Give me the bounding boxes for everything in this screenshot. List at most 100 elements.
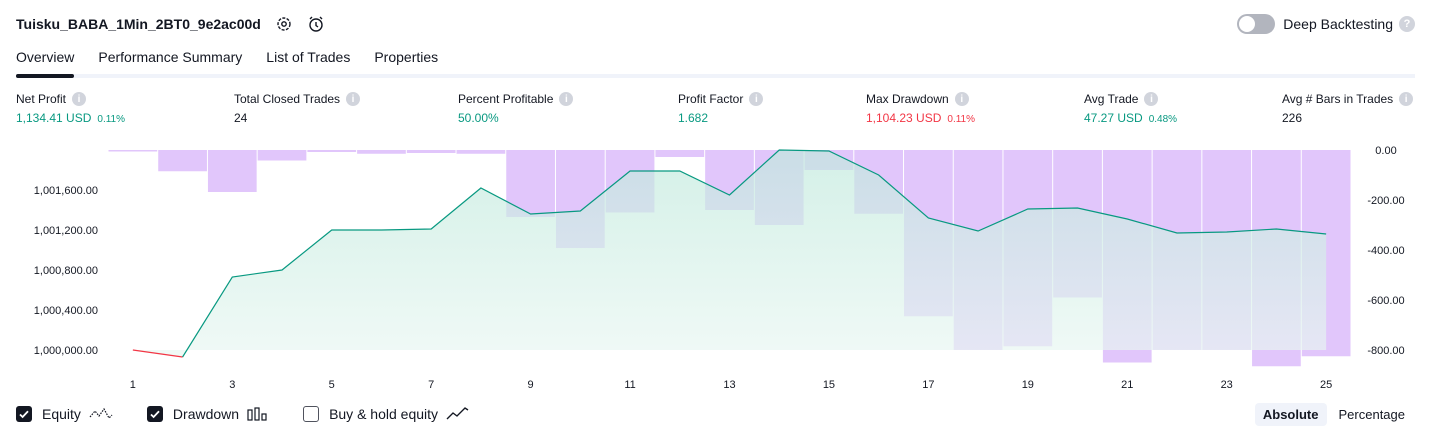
drawdown-bar — [207, 150, 257, 192]
metric-value: 24 — [234, 111, 248, 125]
metric-value: 1.682 — [678, 111, 709, 125]
x-tick-label: 9 — [528, 379, 534, 391]
tab-performance-summary[interactable]: Performance Summary — [98, 49, 243, 65]
drawdown-bar — [357, 150, 406, 154]
drawdown-bars-icon — [247, 407, 269, 421]
metric-label: Profit Factor — [678, 92, 744, 106]
equity-drawdown-chart[interactable]: 1,000,000.00 1,000,400.00 1,000,800.00 1,00… — [0, 140, 1431, 396]
y-axis-left: 1,000,000.00 1,000,400.00 1,000,800.00 1,00… — [34, 185, 98, 357]
info-icon[interactable]: i — [72, 92, 87, 106]
drawdown-bar — [108, 150, 158, 152]
metric-value: 1,104.23 USD — [866, 111, 942, 125]
metric-label: Avg # Bars in Trades — [1282, 92, 1394, 106]
x-tick-label: 5 — [329, 379, 335, 391]
display-mode-switch: Absolute Percentage — [1251, 402, 1413, 426]
y-right-tick-label: -200.00 — [1367, 195, 1404, 207]
legend-drawdown[interactable]: Drawdown — [146, 406, 269, 422]
y-right-tick-label: -800.00 — [1367, 345, 1404, 357]
metric-label: Net Profit — [16, 92, 67, 106]
x-tick-label: 23 — [1221, 379, 1233, 391]
x-tick-label: 19 — [1022, 379, 1034, 391]
mode-absolute[interactable]: Absolute — [1254, 402, 1327, 426]
metric-value: 47.27 USD — [1084, 111, 1143, 125]
metric-percent: 0.11% — [947, 114, 976, 125]
info-icon[interactable]: i — [559, 92, 574, 106]
info-icon[interactable]: i — [346, 92, 361, 106]
help-icon[interactable]: ? — [1399, 16, 1415, 32]
legend-label: Equity — [42, 406, 81, 422]
alarm-clock-icon[interactable] — [307, 15, 325, 33]
info-icon[interactable]: i — [1144, 92, 1159, 106]
drawdown-bar — [456, 150, 506, 154]
metric-label: Avg Trade — [1084, 92, 1139, 106]
equity-fill — [132, 150, 1327, 357]
checkbox-checked[interactable] — [16, 406, 32, 422]
equity-line-icon — [89, 407, 113, 421]
y-left-tick-label: 1,001,600.00 — [34, 185, 98, 197]
metric-profit-factor: Profit Factor i 1.682 — [678, 92, 764, 125]
strategy-title: Tuisku_BABA_1Min_2BT0_9e2ac00d — [16, 16, 261, 32]
checkbox-unchecked[interactable] — [303, 406, 320, 422]
metric-percent: 0.48% — [1148, 114, 1178, 125]
x-tick-label: 1 — [130, 379, 136, 391]
settings-icon[interactable] — [275, 15, 293, 33]
metric-value: 226 — [1282, 111, 1303, 125]
drawdown-bar — [655, 150, 705, 157]
legend-buy-hold-equity[interactable]: Buy & hold equity — [303, 406, 470, 422]
x-axis: 1 3 5 7 9 11 13 15 17 19 21 23 25 — [130, 379, 1332, 391]
tab-overview[interactable]: Overview — [16, 44, 75, 78]
metric-label: Max Drawdown — [866, 92, 949, 106]
metric-value: 50.00% — [458, 111, 499, 125]
x-tick-label: 11 — [624, 379, 635, 391]
checkbox-checked[interactable] — [146, 406, 163, 422]
metric-avg-bars-in-trades: Avg # Bars in Trades i 226 — [1282, 92, 1414, 125]
x-tick-label: 3 — [229, 379, 235, 391]
strategy-header: Tuisku_BABA_1Min_2BT0_9e2ac00d — [16, 12, 325, 36]
y-left-tick-label: 1,000,400.00 — [34, 305, 98, 317]
tab-properties[interactable]: Properties — [374, 49, 439, 65]
mode-percentage[interactable]: Percentage — [1338, 406, 1406, 422]
x-tick-label: 13 — [723, 379, 735, 391]
metric-percent-profitable: Percent Profitable i 50.00% — [458, 92, 574, 125]
metric-total-closed-trades: Total Closed Trades i 24 — [234, 92, 361, 125]
legend-label: Drawdown — [172, 406, 240, 422]
metric-avg-trade: Avg Trade i 47.27 USD 0.48% — [1084, 92, 1177, 125]
y-axis-right: 0.00 -200.00 -400.00 -600.00 -800.00 — [1367, 145, 1404, 357]
metric-net-profit: Net Profit i 1,134.41 USD 0.11% — [16, 92, 125, 125]
x-tick-label: 21 — [1121, 379, 1133, 391]
report-tabs: Overview Performance Summary List of Tra… — [16, 44, 1415, 78]
y-right-tick-label: -400.00 — [1367, 245, 1404, 257]
y-right-tick-label: 0.00 — [1375, 145, 1396, 157]
metric-label: Total Closed Trades — [234, 92, 341, 106]
x-tick-label: 25 — [1320, 379, 1332, 391]
equity-line — [182, 149, 1327, 358]
tab-list-of-trades[interactable]: List of Trades — [266, 49, 351, 65]
deep-backtesting-toggle[interactable] — [1237, 14, 1276, 34]
x-tick-label: 7 — [428, 379, 434, 391]
deep-backtesting: Deep Backtesting ? — [1237, 12, 1415, 36]
x-tick-label: 15 — [823, 379, 835, 391]
drawdown-bar — [307, 150, 357, 152]
metric-value: 1,134.41 USD — [16, 111, 92, 125]
x-tick-label: 17 — [922, 379, 934, 391]
equity-line-negative — [132, 349, 183, 358]
chart-legend: Equity Drawdown Buy & hold equity — [16, 402, 504, 426]
y-right-tick-label: -600.00 — [1367, 295, 1404, 307]
drawdown-bar — [257, 150, 307, 161]
info-icon[interactable]: i — [749, 92, 764, 106]
drawdown-bar — [158, 150, 207, 172]
y-left-tick-label: 1,000,800.00 — [34, 265, 98, 277]
info-icon[interactable]: i — [1399, 92, 1414, 106]
info-icon[interactable]: i — [954, 92, 969, 106]
metric-max-drawdown: Max Drawdown i 1,104.23 USD 0.11% — [866, 92, 975, 125]
toggle-knob — [1239, 16, 1256, 32]
metrics-row: Net Profit i 1,134.41 USD 0.11% Total Clos… — [16, 92, 1415, 132]
drawdown-bar — [406, 150, 456, 153]
buy-hold-line-icon — [446, 407, 470, 421]
metric-label: Percent Profitable — [458, 92, 554, 106]
deep-backtesting-label: Deep Backtesting — [1283, 16, 1393, 32]
legend-label: Buy & hold equity — [329, 406, 439, 422]
metric-percent: 0.11% — [97, 114, 126, 125]
legend-equity[interactable]: Equity — [16, 406, 113, 422]
equity-area — [132, 149, 1327, 358]
